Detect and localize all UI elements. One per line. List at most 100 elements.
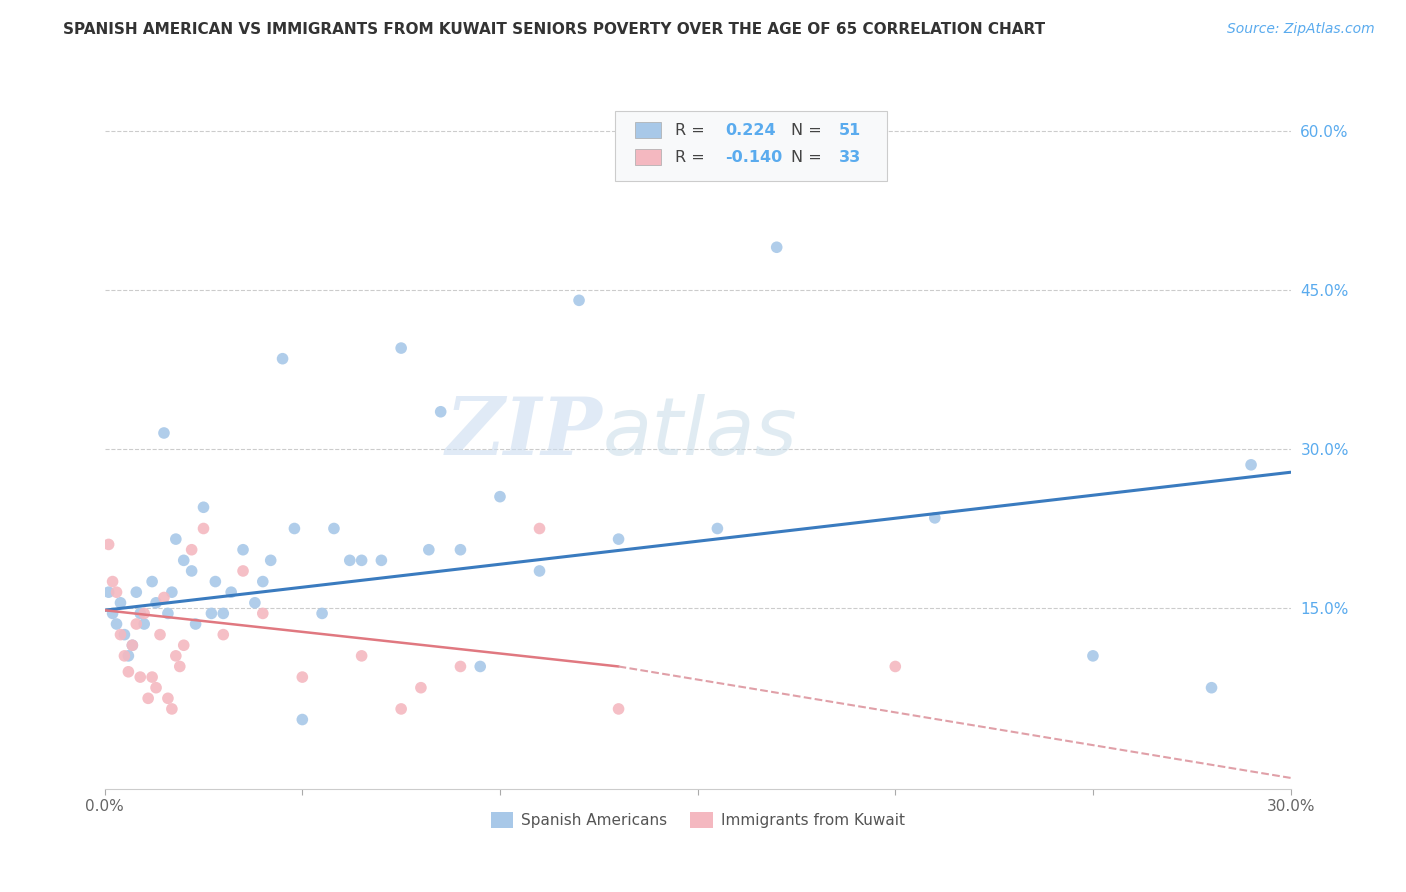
Point [153, 591, 176, 605]
Point [193, 521, 215, 535]
Point [134, 607, 156, 621]
Text: 33: 33 [839, 150, 860, 165]
Point [125, 585, 148, 599]
Point [884, 659, 907, 673]
Point [418, 542, 440, 557]
Point [165, 532, 187, 546]
Point [193, 500, 215, 515]
Legend: Spanish Americans, Immigrants from Kuwait: Spanish Americans, Immigrants from Kuwai… [485, 806, 911, 834]
Point [129, 670, 152, 684]
Point [105, 617, 128, 632]
Point [110, 627, 132, 641]
Point [121, 638, 143, 652]
Point [165, 648, 187, 663]
Point [529, 564, 551, 578]
Point [180, 564, 202, 578]
FancyBboxPatch shape [614, 111, 887, 180]
Point [153, 425, 176, 440]
Point [243, 596, 266, 610]
Text: Source: ZipAtlas.com: Source: ZipAtlas.com [1227, 22, 1375, 37]
Point [101, 607, 124, 621]
Point [173, 553, 195, 567]
Point [105, 585, 128, 599]
Point [145, 681, 167, 695]
Point [156, 607, 179, 621]
Point [470, 659, 492, 673]
Point [212, 607, 235, 621]
Point [350, 553, 373, 567]
Text: 0.224: 0.224 [725, 122, 776, 137]
Point [204, 574, 226, 589]
Point [101, 574, 124, 589]
Point [252, 574, 274, 589]
Text: 51: 51 [839, 122, 860, 137]
Point [232, 564, 254, 578]
Point [173, 638, 195, 652]
Point [160, 585, 183, 599]
Point [449, 659, 471, 673]
Point [339, 553, 361, 567]
Point [97, 537, 120, 551]
Point [117, 665, 139, 679]
Point [607, 532, 630, 546]
Point [149, 627, 172, 641]
Point [145, 596, 167, 610]
Point [114, 648, 136, 663]
Point [141, 670, 163, 684]
Point [271, 351, 294, 366]
Point [180, 542, 202, 557]
Point [1201, 681, 1223, 695]
Point [184, 617, 207, 632]
Point [121, 638, 143, 652]
Point [160, 702, 183, 716]
Point [449, 542, 471, 557]
Text: ZIP: ZIP [446, 394, 603, 472]
Text: atlas: atlas [603, 394, 797, 472]
Point [114, 627, 136, 641]
Point [232, 542, 254, 557]
Point [129, 607, 152, 621]
Point [1081, 648, 1104, 663]
Point [429, 405, 451, 419]
Point [134, 617, 156, 632]
Point [765, 240, 787, 254]
Point [350, 648, 373, 663]
Point [489, 490, 512, 504]
Point [409, 681, 432, 695]
Point [389, 702, 412, 716]
Point [200, 607, 222, 621]
Point [110, 596, 132, 610]
Point [97, 585, 120, 599]
Point [311, 607, 333, 621]
FancyBboxPatch shape [634, 149, 661, 165]
Text: SPANISH AMERICAN VS IMMIGRANTS FROM KUWAIT SENIORS POVERTY OVER THE AGE OF 65 CO: SPANISH AMERICAN VS IMMIGRANTS FROM KUWA… [63, 22, 1046, 37]
Text: N =: N = [792, 150, 827, 165]
Point [283, 521, 305, 535]
Point [529, 521, 551, 535]
FancyBboxPatch shape [634, 122, 661, 138]
Point [607, 702, 630, 716]
Point [125, 617, 148, 632]
Point [260, 553, 283, 567]
Point [924, 511, 946, 525]
Point [323, 521, 346, 535]
Point [291, 670, 314, 684]
Point [568, 293, 591, 308]
Point [212, 627, 235, 641]
Point [219, 585, 242, 599]
Point [1240, 458, 1263, 472]
Point [136, 691, 159, 706]
Point [389, 341, 412, 355]
Text: N =: N = [792, 122, 827, 137]
Point [117, 648, 139, 663]
Point [141, 574, 163, 589]
Text: -0.140: -0.140 [725, 150, 782, 165]
Point [169, 659, 191, 673]
Text: R =: R = [675, 122, 710, 137]
Point [706, 521, 728, 535]
Point [291, 713, 314, 727]
Text: R =: R = [675, 150, 710, 165]
Point [156, 691, 179, 706]
Point [252, 607, 274, 621]
Point [370, 553, 392, 567]
